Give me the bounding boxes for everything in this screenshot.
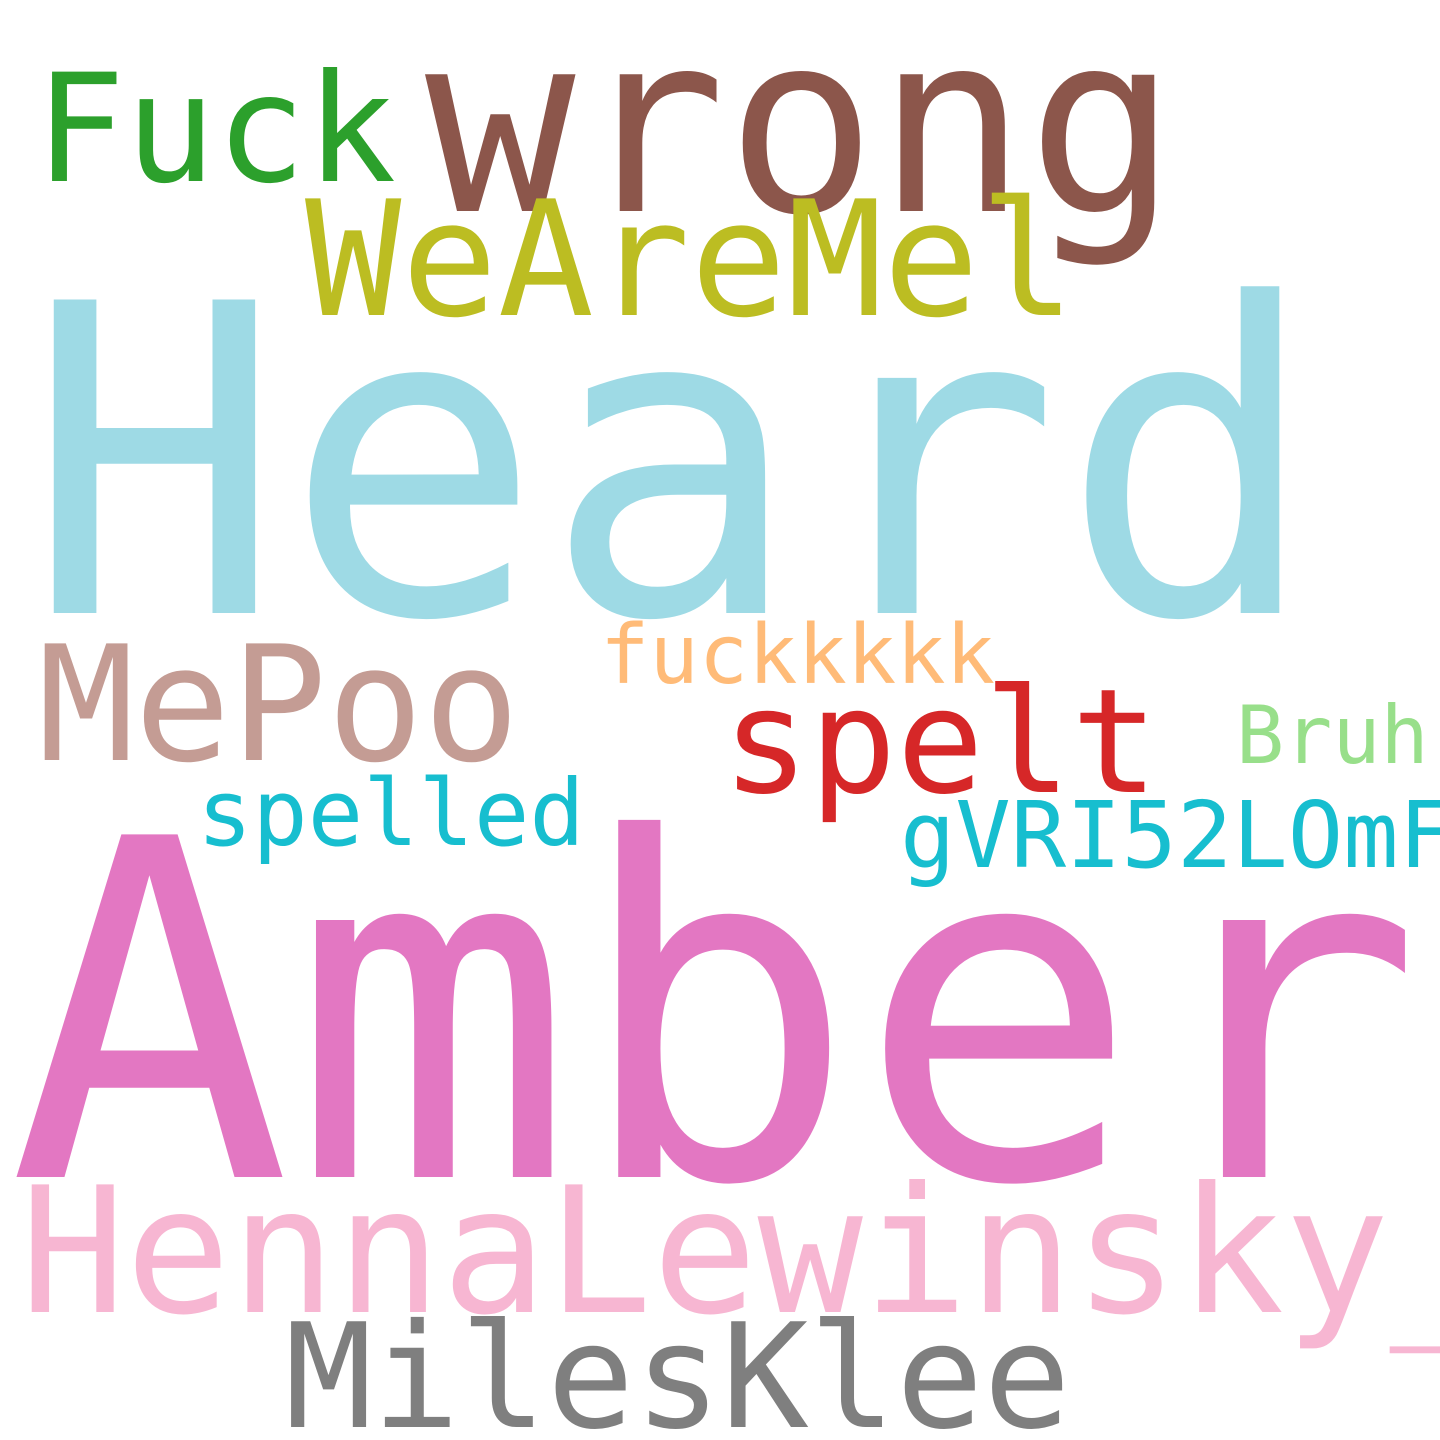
word-spelt: spelt — [722, 658, 1159, 827]
word-mepoo: MePoo — [38, 611, 520, 798]
word-milesklee: MilesKlee — [285, 1293, 1071, 1440]
word-fuck: Fuck — [35, 43, 397, 217]
word-wrong: wrong — [425, 0, 1178, 270]
word-hennalewinsky: HennaLewinsky_ — [20, 1151, 1440, 1354]
word-heard: Heard — [25, 215, 1320, 715]
word-fuckkkkk: fuckkkkk — [600, 608, 995, 703]
word-amber: Amber — [8, 741, 1423, 1288]
word-wearemel: WeAreMel — [305, 166, 1076, 353]
word-gvri52lomf: gVRI52LOmF — [900, 782, 1440, 889]
word-bruh: Bruh — [1236, 689, 1429, 782]
word-spelled: spelled — [197, 760, 585, 867]
